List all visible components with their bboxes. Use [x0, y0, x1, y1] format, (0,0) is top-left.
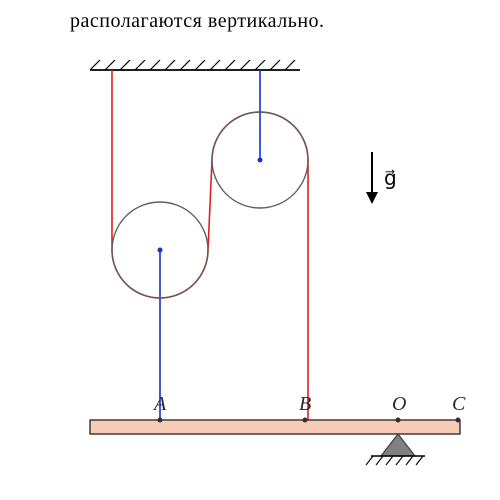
support-pivot	[381, 434, 415, 456]
ground-hatch	[386, 456, 393, 465]
ceiling-hatch	[135, 60, 145, 70]
point-A	[158, 418, 163, 423]
ceiling-hatch	[105, 60, 115, 70]
point-B	[303, 418, 308, 423]
ceiling-hatch	[90, 60, 100, 70]
beam	[90, 420, 460, 434]
label-O: O	[392, 393, 406, 415]
ground-hatch	[396, 456, 403, 465]
ground-hatch	[366, 456, 373, 465]
rope-red-seg2	[208, 160, 212, 250]
mechanics-diagram: g⃗ A B O C	[40, 60, 470, 480]
gravity-label: g⃗	[384, 168, 397, 190]
label-B: B	[299, 393, 311, 415]
ceiling-hatch	[210, 60, 220, 70]
gravity-arrow-head	[366, 192, 378, 204]
ceiling-hatch	[285, 60, 295, 70]
ground-hatch	[406, 456, 413, 465]
point-C	[456, 418, 461, 423]
ceiling-hatch	[240, 60, 250, 70]
label-C: C	[452, 393, 466, 415]
ceiling-hatch	[270, 60, 280, 70]
pulley-lower-center	[158, 248, 163, 253]
ceiling-hatch	[150, 60, 160, 70]
ceiling-hatch	[120, 60, 130, 70]
ceiling-hatch	[195, 60, 205, 70]
ceiling-hatch	[165, 60, 175, 70]
ground-hatch	[376, 456, 383, 465]
ceiling-hatch	[225, 60, 235, 70]
ground-hatch	[416, 456, 423, 465]
caption-fragment: располагаются вертикально.	[70, 10, 325, 33]
ceiling-hatch	[255, 60, 265, 70]
ceiling-hatch	[180, 60, 190, 70]
point-O	[396, 418, 401, 423]
label-A: A	[152, 393, 167, 415]
pulley-upper-center	[258, 158, 263, 163]
